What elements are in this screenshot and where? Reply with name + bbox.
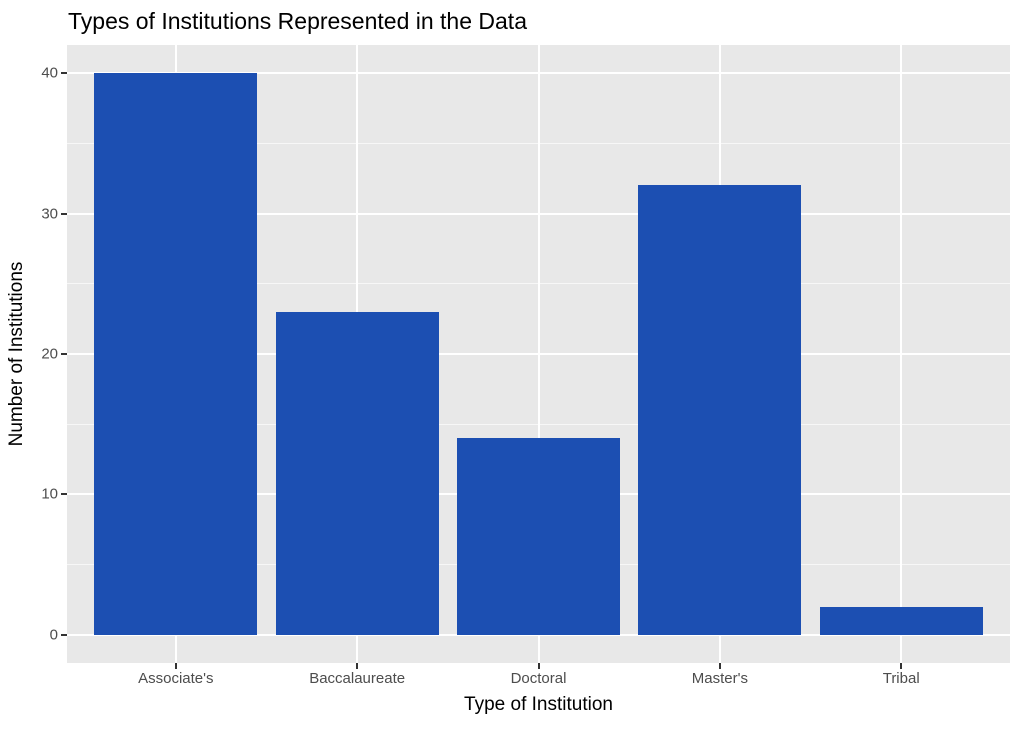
chart-title: Types of Institutions Represented in the…: [68, 8, 527, 34]
gridline-x-tribal: [900, 45, 903, 663]
y-tick-mark-40: [61, 72, 67, 75]
x-tick-mark-doctoral: [537, 663, 540, 669]
x-tick-label-baccalaureate: Baccalaureate: [309, 670, 406, 687]
bar-associate-s: [94, 73, 258, 635]
y-tick-label-30: 30: [41, 205, 58, 223]
y-tick-mark-0: [61, 633, 67, 636]
y-tick-label-40: 40: [41, 64, 58, 82]
y-tick-label-0: 0: [49, 626, 58, 644]
x-tick-mark-tribal: [900, 663, 903, 669]
x-tick-label-associate-s: Associate's: [138, 670, 214, 687]
y-tick-label-20: 20: [41, 345, 58, 363]
plot-panel: [67, 45, 1010, 663]
gridline-x-doctoral: [537, 45, 540, 663]
bar-doctoral: [456, 438, 621, 635]
bar-tribal: [819, 606, 983, 635]
x-axis-title: Type of Institution: [464, 694, 613, 715]
x-tick-mark-master-s: [718, 663, 721, 669]
bar-master-s: [638, 185, 802, 635]
x-tick-label-tribal: Tribal: [882, 670, 920, 687]
y-tick-mark-10: [61, 493, 67, 496]
y-axis-title-area: Number of Institutions: [0, 45, 34, 663]
x-tick-label-master-s: Master's: [691, 670, 748, 687]
x-tick-mark-baccalaureate: [356, 663, 359, 669]
bar-baccalaureate: [275, 311, 439, 635]
y-axis-title: Number of Institutions: [6, 261, 27, 447]
x-tick-mark-associate-s: [174, 663, 177, 669]
y-tick-mark-30: [61, 212, 67, 215]
y-tick-mark-20: [61, 353, 67, 355]
y-tick-label-10: 10: [41, 485, 58, 503]
x-tick-label-doctoral: Doctoral: [510, 670, 567, 687]
